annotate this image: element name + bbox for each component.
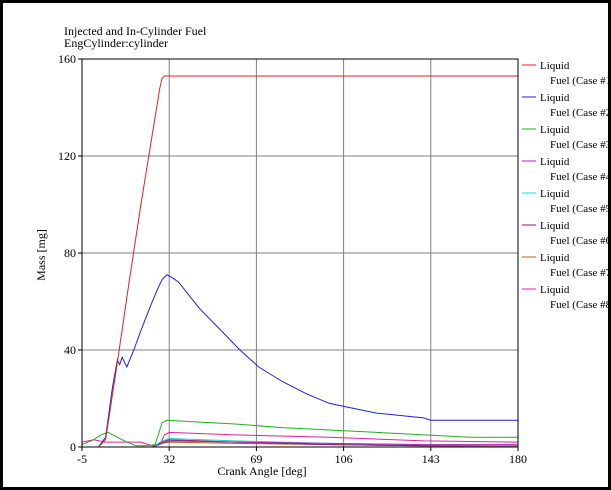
chart-subtitle: EngCylinder:cylinder: [64, 36, 168, 50]
y-tick-label: 160: [58, 52, 76, 66]
y-tick-label: 120: [58, 149, 76, 163]
y-tick-label: 0: [70, 440, 76, 454]
grid-layer: [82, 59, 518, 447]
chart-svg: Injected and In-Cylinder Fuel EngCylinde…: [34, 24, 608, 478]
chart-title: Injected and In-Cylinder Fuel: [64, 24, 207, 38]
x-tick-label: 69: [250, 452, 262, 466]
chart-panel: Injected and In-Cylinder Fuel EngCylinde…: [3, 3, 608, 487]
x-tick-label: -5: [77, 452, 87, 466]
series-line-case-1: [82, 75, 518, 448]
x-tick-label: 180: [509, 452, 527, 466]
x-tick-label: 143: [422, 452, 440, 466]
series-line-case-3: [81, 419, 518, 447]
series-line-case-2: [82, 274, 518, 448]
y-tick-label: 40: [64, 343, 76, 357]
series-layer: [81, 75, 519, 448]
y-tick-label: 80: [64, 246, 76, 260]
x-tick-label: 32: [163, 452, 175, 466]
y-axis-label: Mass [mg]: [34, 229, 48, 281]
x-axis-label: Crank Angle [deg]: [217, 464, 306, 478]
series-line-case-4: [82, 440, 518, 448]
x-tick-label: 106: [335, 452, 353, 466]
tick-layer: -5 32 69 106 143 180 0 40 80 120 160: [58, 52, 527, 466]
